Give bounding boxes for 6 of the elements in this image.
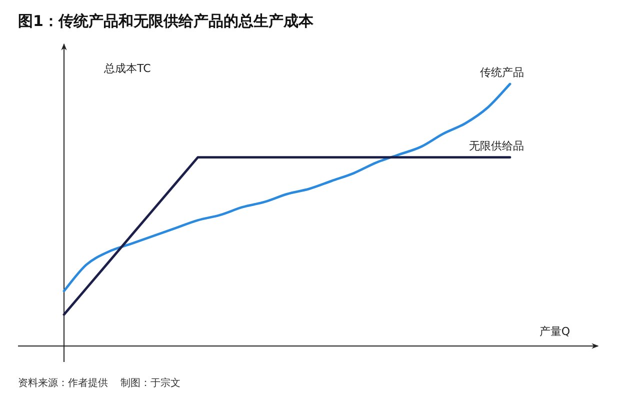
series-label: 传统产品 <box>480 66 524 79</box>
x-axis-title: 产量Q <box>539 325 570 338</box>
text: 资料来源：作者提供 制图：于宗文 <box>18 377 181 389</box>
series-label: 无限供给品 <box>469 139 524 152</box>
chart-title: 图1：传统产品和无限供给产品的总生产成本 <box>18 12 314 30</box>
y-axis-title: 总成本TC <box>103 62 152 75</box>
